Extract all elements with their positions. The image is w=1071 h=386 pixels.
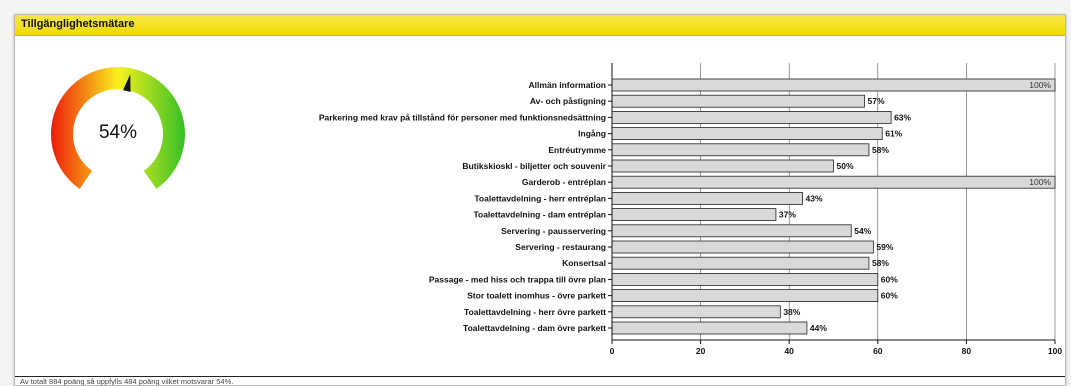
- chart-axes: 0 20 40 60 80 100 Allmän information Av- och på…: [319, 63, 1062, 356]
- category-label: Konsertsal: [562, 258, 606, 268]
- category-label: Servering - restaurang: [515, 242, 606, 252]
- category-label: Entréutrymme: [548, 145, 606, 155]
- data-label: 60%: [881, 274, 898, 284]
- category-label: Toalettavdelning - herr entréplan: [474, 193, 606, 203]
- bar: [611, 240, 874, 254]
- x-tick-label: 80: [962, 346, 972, 356]
- data-label: 61%: [885, 129, 902, 139]
- data-label: 37%: [779, 210, 796, 220]
- panel-title-bar: Tillgänglighetsmätare: [15, 15, 1065, 36]
- category-label: Toalettavdelning - dam entréplan: [473, 210, 606, 220]
- data-label: 57%: [868, 96, 885, 106]
- category-label: Parkering med krav på tillstånd för pers…: [319, 112, 606, 122]
- category-label: Butikskioskl - biljetter och souvenir: [462, 161, 606, 171]
- data-label: 100%: [1029, 80, 1051, 90]
- x-tick-label: 60: [873, 346, 883, 356]
- bar: [611, 159, 834, 173]
- accessibility-meter-panel: Tillgänglighetsmätare 54% 100% 57% 63% 61% 5…: [14, 14, 1066, 386]
- category-label: Av- och påstigning: [530, 96, 606, 106]
- data-label: 44%: [810, 323, 827, 333]
- gauge: 54%: [51, 67, 185, 189]
- bar: [611, 94, 865, 108]
- category-label: Toalettavdelning - herr övre parkett: [464, 307, 606, 317]
- gauge-arc: [51, 67, 185, 189]
- x-tick-label: 40: [784, 346, 794, 356]
- x-tick-label: 20: [696, 346, 706, 356]
- bar-chart: 100% 57% 63% 61% 58% 50% 100% 43% 37% 54% 59% 58% 60…: [319, 63, 1062, 356]
- data-label: 63%: [894, 112, 911, 122]
- bar: [611, 208, 777, 222]
- bar: [611, 321, 808, 335]
- bar: [611, 143, 870, 157]
- data-label: 50%: [837, 161, 854, 171]
- data-label: 38%: [783, 307, 800, 317]
- bar: [611, 78, 1056, 92]
- data-label: 43%: [805, 193, 822, 203]
- category-label: Ingång: [578, 129, 606, 139]
- data-label: 58%: [872, 258, 889, 268]
- category-label: Passage - med hiss och trappa till övre …: [429, 274, 606, 284]
- category-label: Stor toalett inomhus - övre parkett: [467, 291, 606, 301]
- category-label: Toalettavdelning - dam övre parkett: [463, 323, 606, 333]
- data-label: 58%: [872, 145, 889, 155]
- bar: [611, 256, 870, 270]
- gauge-value-label: 54%: [99, 122, 137, 143]
- x-tick-label: 100: [1048, 346, 1062, 356]
- x-tick-label: 0: [610, 346, 615, 356]
- bar: [611, 175, 1056, 189]
- bar: [611, 127, 883, 140]
- category-label: Garderob - entréplan: [522, 177, 606, 187]
- bar: [611, 191, 803, 205]
- bar: [611, 305, 781, 319]
- data-label: 54%: [854, 226, 871, 236]
- bar: [611, 272, 879, 286]
- bar: [611, 289, 879, 303]
- category-label: Allmän information: [529, 80, 606, 90]
- footer-divider: [15, 376, 1065, 377]
- gauge-needle: [123, 74, 131, 92]
- panel-title: Tillgänglighetsmätare: [21, 18, 135, 30]
- data-label: 100%: [1029, 177, 1051, 187]
- bar: [611, 224, 852, 238]
- data-label: 59%: [876, 242, 893, 252]
- footer-summary: Av totalt 884 poäng så uppfylls 484 poän…: [20, 377, 234, 386]
- category-label: Servering - pausservering: [501, 226, 606, 236]
- chart-bars: 100% 57% 63% 61% 58% 50% 100% 43% 37% 54% 59% 58% 60…: [611, 78, 1056, 335]
- bar: [611, 111, 892, 124]
- data-label: 60%: [881, 291, 898, 301]
